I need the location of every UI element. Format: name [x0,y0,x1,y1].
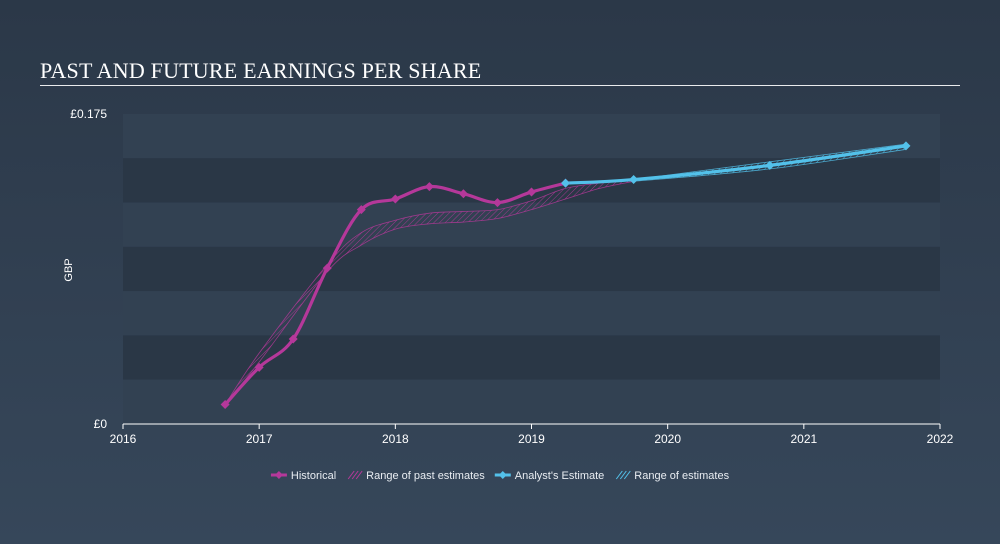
grid-band [123,379,940,424]
grid-band [123,291,940,336]
historical-point [288,334,298,344]
range-lower-line [224,180,634,405]
legend-item: Range of past estimates [347,470,485,482]
x-tick-label: 2021 [790,432,817,446]
legend-label: Analyst's Estimate [515,470,605,482]
range-upper-line [224,179,634,405]
chart-legend: Historical Range of past estimates Analyst… [270,470,730,482]
x-tick-label: 2016 [110,432,137,446]
y-axis-label: GBP [63,258,75,281]
background-bands [123,114,940,424]
estimate-point [765,160,775,170]
grid-band [123,246,940,292]
historical-point [220,400,230,410]
legend-item: Analyst's Estimate [494,470,605,482]
legend-label: Range of past estimates [366,470,485,482]
x-tick-label: 2018 [382,432,409,446]
x-tick-label: 2020 [654,432,681,446]
analyst-estimate-line [563,144,908,185]
historical-point [356,205,366,215]
legend-diamond-icon [274,471,283,479]
historical-point [424,182,434,192]
historical-point [322,263,332,273]
estimate-point [561,178,571,188]
chart-title: PAST AND FUTURE EARNINGS PER SHARE [40,58,482,83]
title-divider [40,85,960,86]
chart-axes: 2016 2017 2018 2019 2020 2021 2022 £0 £0.175 [70,107,953,446]
series-markers [220,141,911,410]
legend-label: Historical [291,470,336,482]
legend-hatch-icon [347,470,355,480]
historical-point [527,187,536,197]
legend-diamond-icon [498,471,507,479]
legend-hatch-icon [355,470,363,480]
legend-hatch-icon [619,470,627,480]
y-tick-label: £0 [94,417,108,431]
legend-hatch-icon [623,470,631,480]
x-tick-label: 2019 [518,432,545,446]
legend-hatch-icon [351,470,359,480]
estimate-point [901,141,911,151]
legend-label: Range of estimates [634,470,729,482]
legend-item: Range of estimates [615,470,730,482]
historical-point [492,198,502,208]
historical-point [390,194,400,204]
y-tick-label: £0.175 [70,107,107,121]
historical-point [458,189,468,199]
past-estimate-range-area [225,179,634,405]
historical-point [254,362,264,372]
legend-item: Historical [270,470,336,482]
x-tick-label: 2017 [246,432,273,446]
x-tick-label: 2022 [927,432,954,446]
legend-hatch-icon [615,470,623,480]
grid-band [123,114,940,159]
estimate-point [629,175,639,185]
